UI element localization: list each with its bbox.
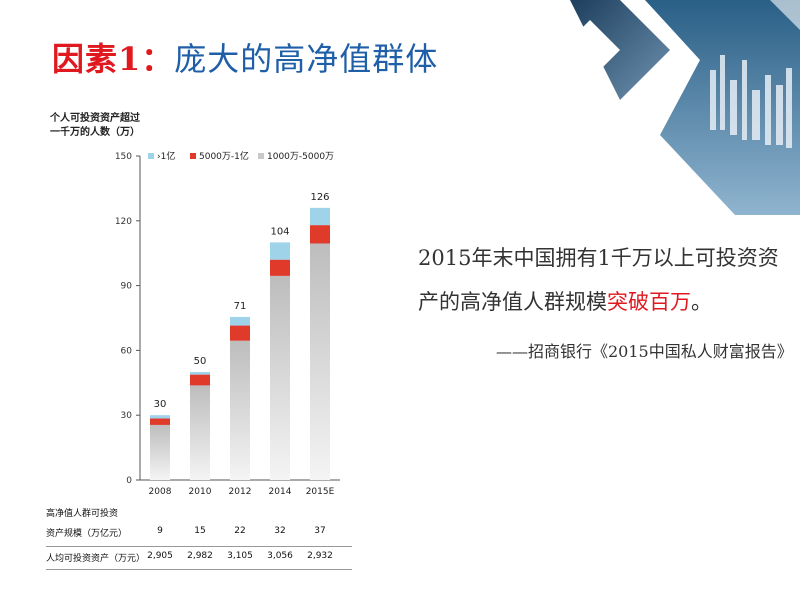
scale-label-b: 资产规模（万亿元） <box>46 529 128 539</box>
per-capita-value: 2,982 <box>187 551 213 561</box>
bar-total-label: 104 <box>270 226 289 237</box>
per-capita-value: 3,056 <box>267 551 293 561</box>
y-tick-label: 90 <box>121 282 133 292</box>
y-tick-label: 150 <box>115 152 132 162</box>
per-capita-value: 2,905 <box>147 551 173 561</box>
table-divider <box>46 546 352 547</box>
legend-swatch <box>190 153 196 159</box>
bar-segment <box>190 385 210 480</box>
y-tick-label: 0 <box>126 476 132 486</box>
title-factor: 因素1： <box>52 40 175 78</box>
table-row-scale: 资产规模（万亿元） 9 15 22 32 37 <box>46 526 356 542</box>
bar-chart-svg: 0 30 60 90 120 150 ›1亿 5000万-1亿 1000万-5000万 30 200… <box>115 150 340 497</box>
x-tick-label: 2015E <box>306 487 335 497</box>
bar-segment <box>270 259 290 276</box>
table-row-per-capita: 人均可投资资产（万元） 2,905 2,982 3,105 3,056 2,932 <box>46 551 356 567</box>
y-tick-label: 60 <box>121 346 133 356</box>
bar-segment <box>150 424 170 480</box>
per-capita-value: 3,105 <box>227 551 253 561</box>
legend-label: 1000万-5000万 <box>267 152 334 162</box>
legend-swatch <box>148 153 154 159</box>
bar-segment <box>270 275 290 480</box>
bar-segment <box>310 225 330 244</box>
table-row-scale-label: 高净值人群可投资 <box>46 506 356 522</box>
x-tick-label: 2008 <box>149 487 172 497</box>
bar-total-label: 30 <box>154 399 167 410</box>
legend-swatch <box>258 153 264 159</box>
quote-highlight: 突破百万 <box>607 290 691 314</box>
bar-segment <box>230 325 250 341</box>
quote-source: ——招商银行《2015中国私人财富报告》 <box>496 342 793 361</box>
bar-segment <box>230 340 250 480</box>
per-capita-value: 2,932 <box>307 551 333 561</box>
corner-cityscape-image <box>560 0 800 215</box>
bar-segment <box>230 316 250 326</box>
quote-line2: 产的高净值人群规模突破百万。 <box>418 280 798 324</box>
x-tick-label: 2014 <box>269 487 292 497</box>
x-tick-label: 2012 <box>229 487 252 497</box>
bar-segment <box>190 372 210 375</box>
quote-text: 2015年末中国拥有1千万以上可投资资 产的高净值人群规模突破百万。 <box>418 236 798 324</box>
scale-label-a: 高净值人群可投资 <box>46 509 119 519</box>
quote-line2-a: 产的高净值人群规模 <box>418 290 607 314</box>
chart-y-label-line2: 一千万的人数（万） <box>50 127 140 138</box>
bar-segment <box>270 242 290 260</box>
investor-chart: 个人可投资资产超过 一千万的人数（万） 0 30 60 90 120 150 ›1亿 5000… <box>40 108 360 578</box>
x-tick-label: 2010 <box>189 487 212 497</box>
chart-y-label: 个人可投资资产超过 一千万的人数（万） <box>50 112 140 140</box>
scale-value: 32 <box>274 526 286 536</box>
title-topic: 庞大的高净值群体 <box>174 40 439 78</box>
legend-label: ›1亿 <box>157 150 175 162</box>
scale-value: 15 <box>194 526 206 536</box>
bar-total-label: 71 <box>234 301 247 312</box>
bar-segment <box>150 415 170 419</box>
bar-total-label: 50 <box>194 356 207 367</box>
scale-value: 22 <box>234 526 246 536</box>
quote-line1: 2015年末中国拥有1千万以上可投资资 <box>418 246 779 270</box>
y-tick-label: 30 <box>121 411 133 421</box>
per-capita-label: 人均可投资资产（万元） <box>46 554 146 564</box>
y-tick-label: 120 <box>115 217 132 227</box>
quote-line2-b: 。 <box>691 290 712 314</box>
bar-total-label: 126 <box>310 192 329 203</box>
bar-segment <box>190 374 210 386</box>
bar-segment <box>310 207 330 226</box>
chart-y-label-line1: 个人可投资资产超过 <box>50 113 140 124</box>
table-divider <box>46 569 352 570</box>
bar-segment <box>310 243 330 480</box>
legend-label: 5000万-1亿 <box>199 150 249 162</box>
page-title: 因素1：庞大的高净值群体 <box>52 34 438 80</box>
scale-value: 37 <box>314 526 326 536</box>
bar-segment <box>150 418 170 425</box>
scale-value: 9 <box>157 526 163 536</box>
